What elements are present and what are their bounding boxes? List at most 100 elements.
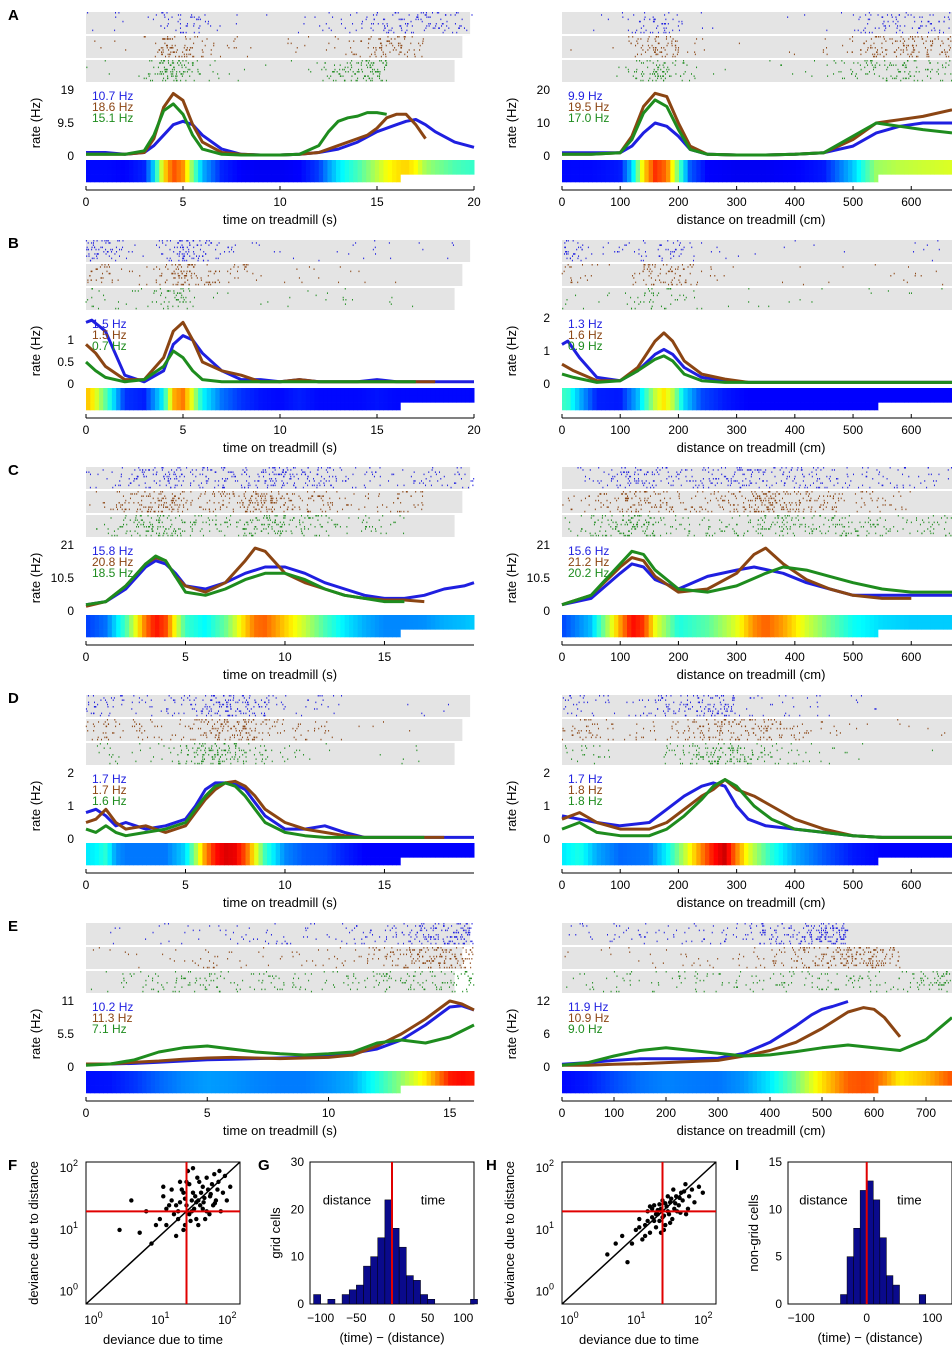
heatmap-cell [696,388,702,396]
heatmap-cell [297,402,303,411]
heatmap-cell [465,402,471,411]
heatmap-cell [159,629,165,638]
heatmap-cell [94,402,100,411]
heatmap-cell [185,160,190,168]
heatmap-cell [469,160,475,168]
heatmap-cell [640,402,645,411]
heatmap-cell [409,402,415,411]
y-tick-label: 0 [67,149,74,163]
heatmap-cell [674,395,680,403]
heatmap-cell [159,388,165,396]
heatmap-cell [583,402,589,411]
heatmap-cell [249,174,255,183]
x-tick-label: 300 [727,423,747,437]
heatmap-cell [417,174,423,183]
heatmap-cell [344,629,350,638]
heatmap-cell [228,174,234,183]
heatmap-cell [215,629,221,638]
heatmap-cell [579,160,585,168]
heatmap-cell [562,160,567,168]
heatmap-cell [631,402,637,411]
heatmap-cell [456,167,462,175]
heatmap-cell [103,167,109,175]
heatmap-cell [861,402,866,411]
heatmap-cell [245,167,251,175]
heatmap-cell [735,167,741,175]
heatmap-cell [150,395,156,403]
heatmap-cell [314,629,320,638]
heatmap-cell [687,167,693,175]
heatmap-cell [631,174,637,183]
heatmap-cell [687,402,693,411]
heatmap-cell [900,388,905,396]
heatmap-cell [167,629,173,638]
heatmap-cell [172,622,178,630]
heatmap-cell [206,388,212,396]
heatmap-cell [86,615,91,623]
heatmap-cell [869,160,875,168]
rate-curve-blue [561,339,952,384]
heatmap-cell [791,388,797,396]
heatmap-cell [267,615,272,623]
y-tick-label: 0 [543,377,550,391]
heatmap-cell [310,174,315,183]
heatmap-cell [648,160,654,168]
heatmap-cell [874,388,879,396]
heatmap-cell [813,395,819,403]
heatmap-cell [241,622,247,630]
heatmap-cell [562,395,567,403]
heatmap-cell [917,174,923,183]
heatmap-cell [627,395,632,403]
heatmap-cell [435,615,441,623]
heatmap-cell [340,160,346,168]
heatmap-cell [111,395,117,403]
y-tick-label: 0 [67,604,74,618]
heatmap-cell [622,388,628,396]
heatmap-cell [674,388,680,396]
heatmap-cell [947,402,952,411]
heatmap-cell [374,402,380,411]
heatmap-cell [206,174,212,183]
heatmap-cell [400,160,406,168]
heatmap-cell [566,174,572,183]
heatmap-cell [288,629,294,638]
heatmap-cell [627,160,632,168]
heatmap-cell [176,622,182,630]
heatmap-cell [133,615,139,623]
heatmap-cell [172,167,178,175]
heatmap-cell [159,615,165,623]
heatmap-cell [843,395,849,403]
raster-bg-green [86,515,455,537]
heatmap-cell [579,395,585,403]
heatmap-cell [413,174,419,183]
heatmap-cell [241,402,247,411]
heatmap-cell [787,174,793,183]
heatmap-cell [822,174,827,183]
heatmap-cell [917,402,923,411]
heatmap-cell [443,167,449,175]
heatmap-cell [469,615,475,623]
heatmap-cell [934,160,940,168]
heatmap-cell [120,388,126,396]
heatmap-cell [374,395,380,403]
heatmap-cell [198,615,203,623]
heatmap-cell [783,388,788,396]
heatmap-cell [223,622,229,630]
heatmap-cell [726,167,732,175]
heatmap-cell [839,402,845,411]
heatmap-cell [461,615,466,623]
heatmap-cell [327,615,333,623]
heatmap-cell [215,615,221,623]
heatmap-cell [357,160,363,168]
heatmap-cell [843,174,849,183]
heatmap-cell [150,622,156,630]
heatmap-cell [245,395,251,403]
heatmap-cell [142,395,147,403]
heatmap-cell [331,622,337,630]
heatmap-cell [137,160,143,168]
heatmap-cell [357,402,363,411]
heatmap-cell [154,615,160,623]
heatmap-cell [422,622,428,630]
heatmap-cell [718,388,723,396]
